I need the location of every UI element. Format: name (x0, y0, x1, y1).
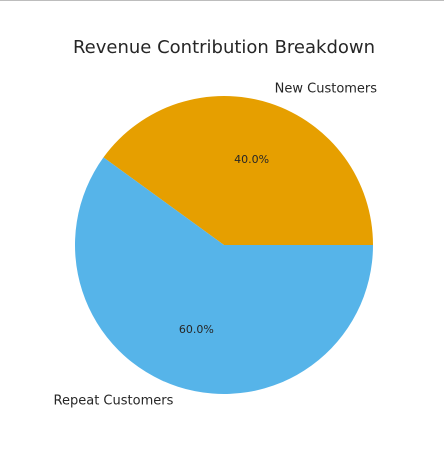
slice-label: New Customers (275, 82, 378, 97)
slice-label: Repeat Customers (54, 393, 174, 408)
pie-labels: New Customers 40.0% Repeat Customers 60.0% (54, 82, 378, 409)
pie-slice-new-customers (103, 96, 374, 245)
top-border (0, 0, 444, 1)
pie-slice-repeat-customers (74, 157, 373, 395)
slice-percent-label: 60.0% (179, 323, 214, 336)
pie-slices (74, 96, 374, 395)
slice-percent-label: 40.0% (234, 153, 269, 166)
chart-title: Revenue Contribution Breakdown (73, 37, 375, 58)
